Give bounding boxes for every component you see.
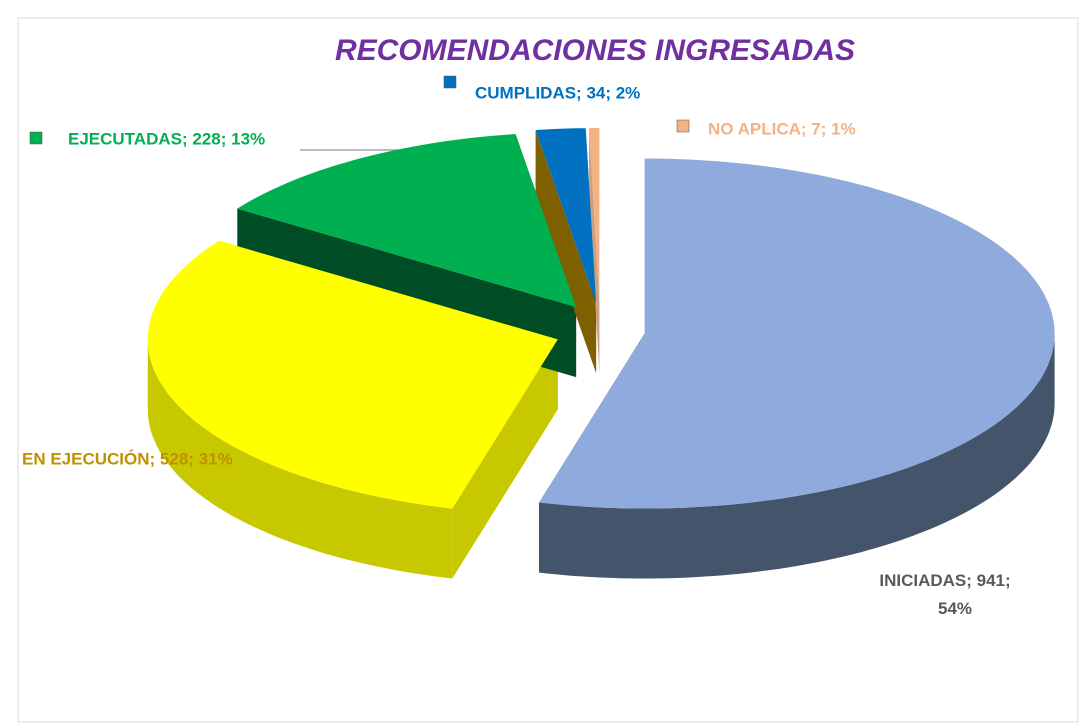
legend-key bbox=[29, 131, 43, 145]
slice bbox=[147, 240, 558, 509]
data-label: EN EJECUCIÓN; 528; 31% bbox=[22, 449, 233, 468]
data-label: NO APLICA; 7; 1% bbox=[708, 119, 856, 138]
slice bbox=[237, 134, 577, 308]
legend-key bbox=[443, 75, 457, 89]
label-line: INICIADAS; 941; bbox=[879, 571, 1010, 590]
label-line: 54% bbox=[938, 599, 972, 618]
slice-side bbox=[539, 333, 1055, 579]
slice-wall bbox=[589, 128, 600, 373]
data-label: EJECUTADAS; 228; 13% bbox=[68, 129, 265, 148]
chart-title: RECOMENDACIONES INGRESADAS bbox=[335, 34, 855, 67]
slice-side bbox=[147, 339, 453, 579]
data-label: CUMPLIDAS; 34; 2% bbox=[475, 83, 640, 102]
slice bbox=[535, 128, 597, 304]
data-label: INICIADAS; 941; 54% bbox=[879, 571, 1010, 618]
slice-wall bbox=[535, 130, 597, 374]
slice bbox=[589, 128, 600, 303]
slice bbox=[539, 158, 1055, 509]
legend-key bbox=[676, 119, 690, 133]
